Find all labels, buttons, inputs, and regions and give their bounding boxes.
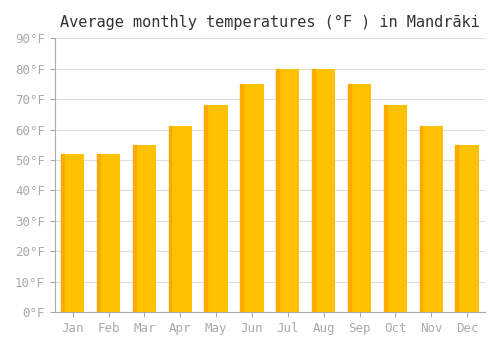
Bar — [240, 84, 264, 312]
Bar — [312, 69, 315, 312]
Bar — [420, 126, 422, 312]
Bar — [61, 154, 64, 312]
Bar — [168, 126, 192, 312]
Bar — [312, 69, 336, 312]
Bar — [276, 69, 299, 312]
Bar — [348, 84, 350, 312]
Bar — [204, 105, 228, 312]
Title: Average monthly temperatures (°F ) in Mandrāki: Average monthly temperatures (°F ) in Ma… — [60, 15, 480, 30]
Bar — [204, 105, 207, 312]
Bar — [456, 145, 458, 312]
Bar — [420, 126, 443, 312]
Bar — [384, 105, 407, 312]
Bar — [61, 154, 84, 312]
Bar — [97, 154, 120, 312]
Bar — [97, 154, 100, 312]
Bar — [168, 126, 172, 312]
Bar — [384, 105, 386, 312]
Bar — [456, 145, 478, 312]
Bar — [132, 145, 156, 312]
Bar — [276, 69, 279, 312]
Bar — [348, 84, 371, 312]
Bar — [132, 145, 136, 312]
Bar — [240, 84, 243, 312]
